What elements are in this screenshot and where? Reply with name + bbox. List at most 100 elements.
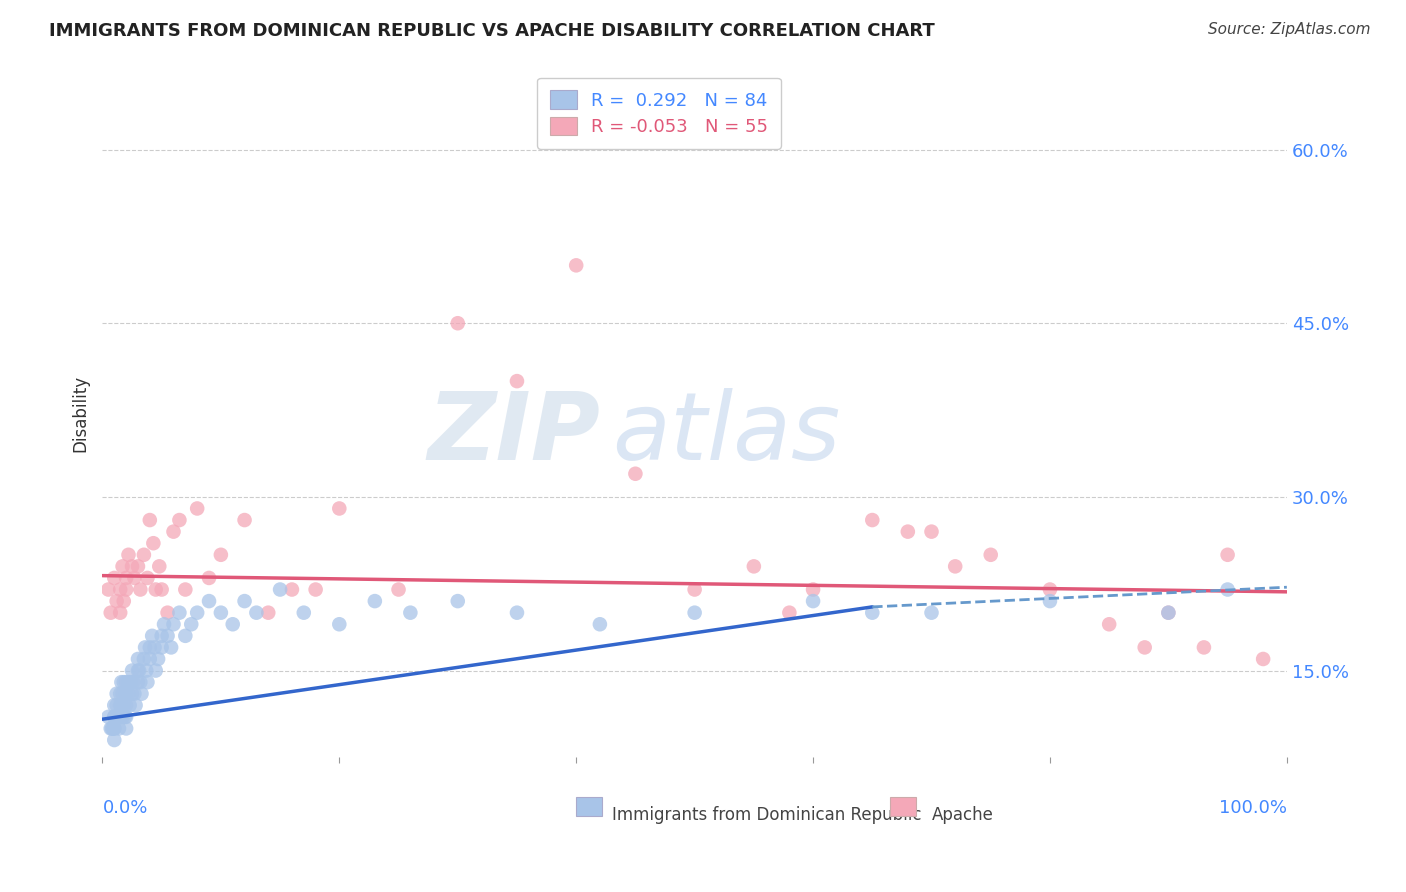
Point — [162, 524, 184, 539]
Point — [1157, 606, 1180, 620]
Point — [97, 582, 120, 597]
Point — [129, 582, 152, 597]
Point — [387, 582, 409, 597]
Point — [131, 687, 153, 701]
Point — [943, 559, 966, 574]
Point — [127, 652, 149, 666]
Point — [162, 617, 184, 632]
Point — [257, 606, 280, 620]
Point — [103, 722, 125, 736]
Point — [1157, 606, 1180, 620]
Point — [209, 548, 232, 562]
Point — [169, 606, 191, 620]
FancyBboxPatch shape — [576, 797, 602, 816]
Point — [328, 501, 350, 516]
Point — [860, 513, 883, 527]
Point — [153, 617, 176, 632]
Point — [115, 571, 138, 585]
Point — [1098, 617, 1121, 632]
Point — [624, 467, 647, 481]
Point — [145, 582, 167, 597]
Point — [169, 513, 191, 527]
Text: atlas: atlas — [612, 388, 839, 479]
Point — [108, 722, 131, 736]
Point — [150, 629, 173, 643]
Point — [127, 664, 149, 678]
Point — [1216, 548, 1239, 562]
FancyBboxPatch shape — [890, 797, 917, 816]
Legend: R =  0.292   N = 84, R = -0.053   N = 55: R = 0.292 N = 84, R = -0.053 N = 55 — [537, 78, 780, 149]
Point — [117, 687, 139, 701]
Point — [108, 698, 131, 713]
Point — [103, 722, 125, 736]
Point — [1039, 582, 1062, 597]
Point — [921, 524, 943, 539]
Point — [186, 606, 208, 620]
Point — [142, 536, 165, 550]
Point — [141, 629, 163, 643]
Point — [174, 582, 197, 597]
Point — [233, 513, 256, 527]
Point — [146, 652, 169, 666]
Point — [1133, 640, 1156, 655]
Point — [97, 710, 120, 724]
Point — [364, 594, 387, 608]
Point — [111, 687, 134, 701]
Point — [112, 594, 135, 608]
Point — [245, 606, 267, 620]
Point — [921, 606, 943, 620]
Point — [198, 571, 221, 585]
Point — [128, 664, 150, 678]
Point — [121, 559, 143, 574]
Text: ZIP: ZIP — [427, 388, 600, 480]
Point — [209, 606, 232, 620]
Point — [103, 571, 125, 585]
Point — [103, 698, 125, 713]
Point — [683, 582, 706, 597]
Point — [683, 606, 706, 620]
Point — [129, 675, 152, 690]
Point — [174, 629, 197, 643]
Point — [121, 664, 143, 678]
Point — [980, 548, 1002, 562]
Point — [103, 710, 125, 724]
Point — [108, 582, 131, 597]
Point — [156, 629, 179, 643]
Point — [115, 582, 138, 597]
Point — [139, 652, 162, 666]
Point — [124, 687, 146, 701]
Point — [281, 582, 304, 597]
Point — [134, 640, 156, 655]
Text: 0.0%: 0.0% — [103, 798, 148, 817]
Point — [1039, 594, 1062, 608]
Point — [112, 698, 135, 713]
Point — [124, 571, 146, 585]
Point — [112, 675, 135, 690]
Point — [115, 675, 138, 690]
Point — [222, 617, 245, 632]
Point — [180, 617, 202, 632]
Point — [150, 582, 173, 597]
Point — [160, 640, 183, 655]
Point — [108, 606, 131, 620]
Point — [150, 640, 173, 655]
Point — [860, 606, 883, 620]
Point — [103, 710, 125, 724]
Point — [143, 640, 166, 655]
Point — [117, 675, 139, 690]
Text: Apache: Apache — [932, 805, 994, 823]
Text: Immigrants from Dominican Republic: Immigrants from Dominican Republic — [612, 805, 921, 823]
Point — [233, 594, 256, 608]
Point — [1192, 640, 1215, 655]
Point — [101, 722, 124, 736]
Point — [132, 548, 155, 562]
Point — [103, 733, 125, 747]
Point — [742, 559, 765, 574]
Point — [447, 594, 470, 608]
Point — [145, 664, 167, 678]
Point — [118, 698, 141, 713]
Point — [304, 582, 326, 597]
Point — [447, 316, 470, 330]
Point — [115, 710, 138, 724]
Text: IMMIGRANTS FROM DOMINICAN REPUBLIC VS APACHE DISABILITY CORRELATION CHART: IMMIGRANTS FROM DOMINICAN REPUBLIC VS AP… — [49, 22, 935, 40]
